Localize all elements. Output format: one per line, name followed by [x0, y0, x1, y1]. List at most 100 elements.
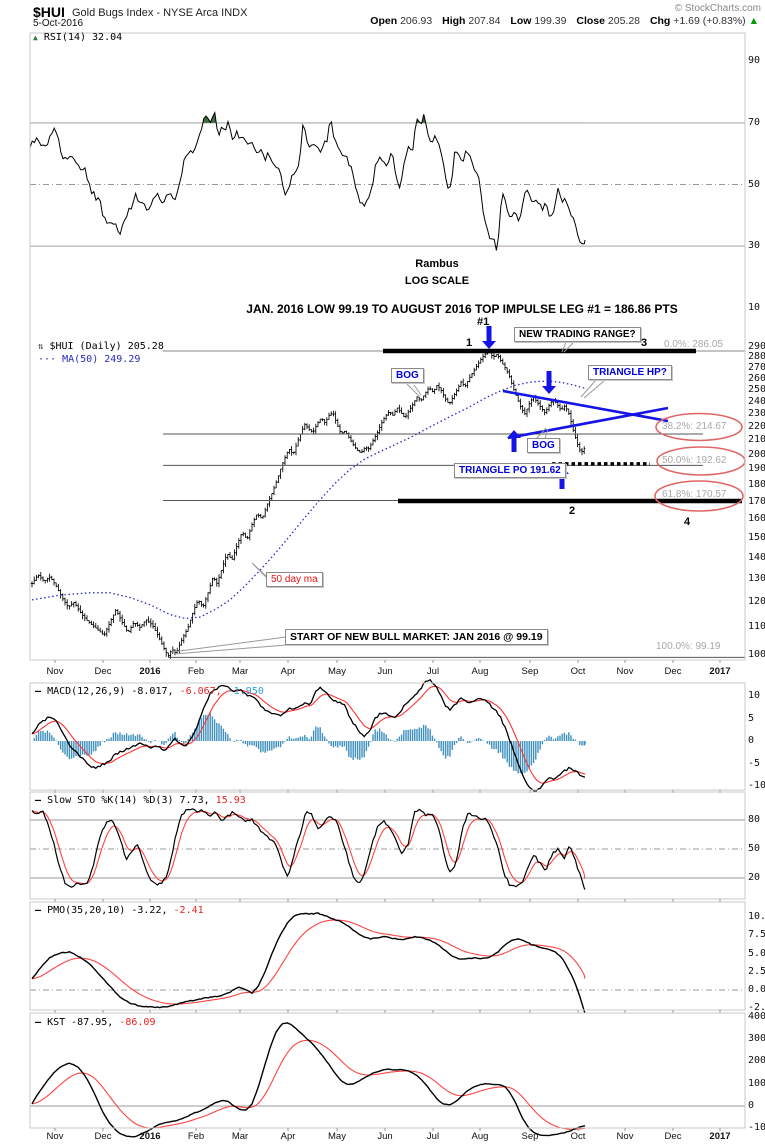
- fib-382-label: 38.2%: 214.67: [662, 421, 727, 432]
- bog-callout-2: BOG: [527, 438, 560, 453]
- month-label: May: [328, 666, 346, 677]
- line-sample-icon: —: [35, 905, 42, 916]
- wave-marker-4: 4: [684, 516, 691, 528]
- kst-axis-tick: 300: [748, 1032, 765, 1044]
- line-sample-icon: —: [35, 1017, 42, 1028]
- price-axis-tick: 150: [748, 531, 765, 543]
- rsi-axis-tick: 70: [748, 116, 761, 128]
- kst-legend: — KST -87.95, -86.09: [35, 1017, 155, 1028]
- chg-up-icon: ▲: [748, 15, 759, 27]
- month-label: 2016: [139, 666, 161, 677]
- pmo-value: -3.22,: [131, 905, 168, 916]
- month-label: Feb: [187, 1131, 205, 1142]
- price-axis-tick: 190: [748, 463, 765, 475]
- kst-axis-tick: 0: [748, 1100, 755, 1111]
- price-axis-tick: 260: [748, 372, 765, 384]
- fib-0-label: 0.0%: 286.05: [664, 339, 723, 350]
- pmo-axis-tick: 7.5: [748, 929, 765, 941]
- pmo-label: PMO(35,20,10): [47, 905, 126, 916]
- pmo-axis-tick: 2.5: [748, 965, 765, 977]
- price-axis-tick: 290: [748, 341, 765, 353]
- month-label: Jun: [377, 666, 393, 677]
- price-axis-tick: 140: [748, 551, 765, 563]
- rsi-axis-tick: 50: [748, 178, 761, 190]
- sto-label: Slow STO %K(14) %D(3): [47, 795, 174, 806]
- month-label: Dec: [664, 666, 682, 677]
- sto-axis-tick: 20: [748, 872, 761, 883]
- price-axis-tick: 170: [748, 495, 765, 507]
- impulse-marker: #1: [477, 316, 490, 328]
- bog-callout-1: BOG: [391, 368, 424, 383]
- price-axis-tick: 250: [748, 383, 765, 395]
- macd-signal-value: -6.067,: [179, 686, 222, 697]
- kst-value: -87.95,: [71, 1017, 114, 1028]
- kst-axis-tick: 100: [748, 1077, 765, 1089]
- month-label: Jul: [426, 666, 440, 677]
- macd-axis-tick: -10: [748, 780, 765, 791]
- month-label: 2017: [709, 666, 731, 677]
- month-label: Apr: [280, 666, 296, 677]
- low-value: 199.39: [534, 15, 567, 27]
- month-label: Jul: [426, 1131, 440, 1142]
- price-axis-tick: 270: [748, 361, 765, 373]
- rsi-axis-tick: 10: [748, 301, 761, 313]
- macd-axis-tick: 5: [748, 712, 755, 724]
- symbol-label: $HUI: [33, 4, 65, 20]
- sto-k-value: 7.73,: [179, 795, 210, 806]
- chart-date: 5-Oct-2016: [33, 18, 84, 29]
- month-label: Sep: [521, 666, 539, 677]
- sto-d-value: 15.93: [215, 795, 246, 806]
- macd-axis-tick: 0: [748, 735, 755, 746]
- pmo-axis-tick: -2.5: [748, 1002, 765, 1014]
- rsi-legend: ▲ RSI(14) 32.04: [33, 32, 122, 43]
- pmo-axis-tick: 10.0: [748, 911, 765, 922]
- price-axis-tick: 230: [748, 408, 765, 420]
- month-label: Oct: [570, 666, 586, 677]
- month-label: Nov: [46, 1131, 64, 1142]
- sto-axis-tick: 50: [748, 843, 761, 854]
- price-label: $HUI (Daily) 205.28: [49, 341, 164, 352]
- price-legend: ⇅ $HUI (Daily) 205.28: [38, 341, 164, 352]
- month-label: 2017: [709, 1131, 731, 1142]
- symbol-name: Gold Bugs Index - NYSE Arca INDX: [72, 7, 248, 19]
- price-axis-tick: 180: [748, 478, 765, 490]
- kst-axis-tick: 200: [748, 1055, 765, 1067]
- pmo-axis-tick: 5.0: [748, 947, 765, 959]
- fib-100-label: 100.0%: 99.19: [656, 641, 721, 652]
- month-label: Nov: [616, 1131, 634, 1142]
- month-label: Dec: [664, 1131, 682, 1142]
- dotted-line-icon: ···: [38, 354, 57, 365]
- copyright: © StockCharts.com: [674, 3, 761, 14]
- fib-618-label: 61.8%: 170.57: [662, 489, 727, 500]
- macd-value: -8.017,: [131, 686, 174, 697]
- month-label: Aug: [471, 666, 489, 677]
- chart-title: JAN. 2016 LOW 99.19 TO AUGUST 2016 TOP I…: [246, 302, 678, 316]
- rsi-label: RSI(14) 32.04: [43, 32, 123, 43]
- chg-value: +1.69 (+0.83%): [673, 15, 746, 27]
- high-value: 207.84: [468, 15, 501, 27]
- kst-axis-tick: -100: [748, 1122, 765, 1134]
- high-label: High: [442, 15, 466, 27]
- price-axis-tick: 200: [748, 448, 765, 460]
- ohlc-readout: Open 206.93 High 207.84 Low 199.39 Close…: [363, 15, 759, 27]
- rsi-axis-tick: 90: [748, 55, 761, 67]
- price-axis-tick: 280: [748, 351, 765, 363]
- month-label: May: [328, 1131, 346, 1142]
- price-axis-tick: 240: [748, 395, 765, 407]
- rsi-axis-tick: 30: [748, 240, 761, 252]
- price-axis-tick: 220: [748, 420, 765, 432]
- open-value: 206.93: [400, 15, 433, 27]
- line-sample-icon: —: [35, 795, 42, 806]
- month-label: Nov: [46, 666, 64, 677]
- low-label: Low: [510, 15, 532, 27]
- price-axis-tick: 160: [748, 513, 765, 525]
- price-axis-tick: 120: [748, 596, 765, 608]
- macd-axis-tick: 10: [748, 690, 761, 701]
- pmo-legend: — PMO(35,20,10) -3.22, -2.41: [35, 905, 204, 916]
- macd-legend: — MACD(12,26,9) -8.017, -6.067, -1.950: [35, 686, 264, 697]
- price-axis-tick: 130: [748, 573, 765, 585]
- price-axis-tick: 110: [748, 621, 765, 633]
- macd-hist-value: -1.950: [227, 686, 264, 697]
- month-label: 2016: [139, 1131, 161, 1142]
